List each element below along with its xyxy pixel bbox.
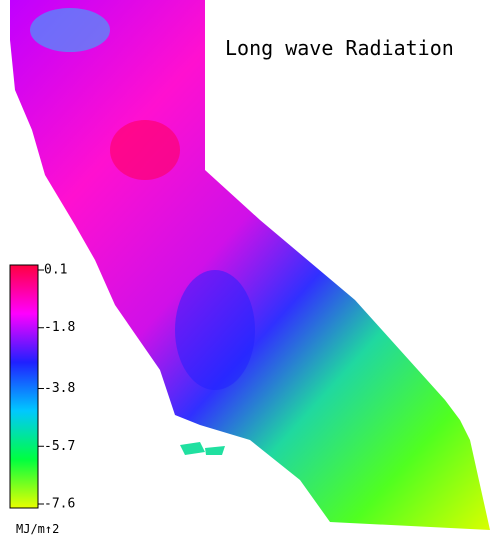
map-title: Long wave Radiation — [225, 36, 454, 60]
tick-label: -7.6 — [44, 497, 75, 512]
island — [205, 446, 225, 455]
california-map — [10, 0, 490, 530]
colorbar-unit: MJ/m↑2 — [16, 522, 59, 536]
tick-label: -3.8 — [44, 381, 75, 396]
colorbar — [9, 264, 39, 509]
state-shape — [10, 0, 490, 530]
island — [180, 442, 205, 455]
hot-spot — [110, 120, 180, 180]
cool-spot — [30, 8, 110, 52]
colorbar-ticks: 0.1 -1.8 -3.8 -5.7 -7.6 — [38, 263, 75, 512]
tick-label: 0.1 — [44, 263, 67, 278]
blue-area — [175, 270, 255, 390]
tick-label: -5.7 — [44, 439, 75, 454]
tick-label: -1.8 — [44, 320, 75, 335]
